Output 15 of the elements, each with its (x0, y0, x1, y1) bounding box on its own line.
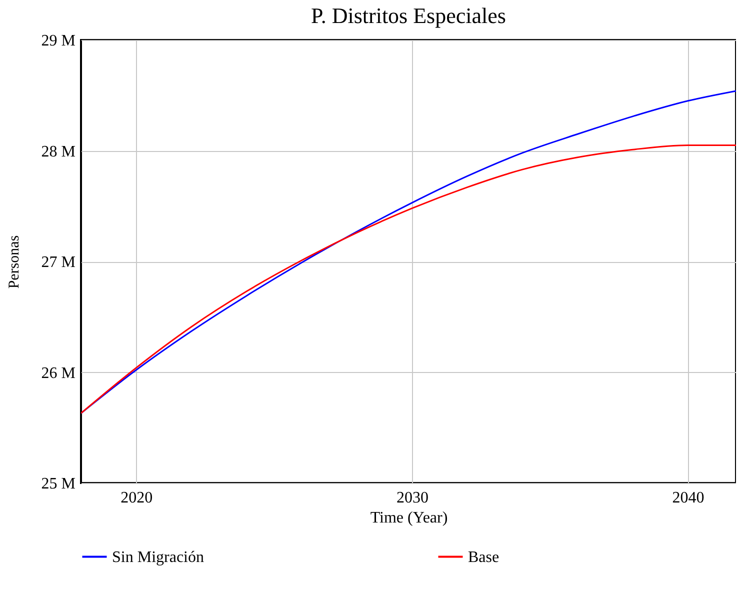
y-tick-label: 27 M (41, 254, 76, 271)
y-tick-label: 29 M (41, 32, 76, 50)
legend-label: Sin Migración (112, 548, 204, 566)
x-tick-label: 2020 (120, 490, 153, 506)
y-tick-label: 25 M (41, 476, 76, 492)
y-tick-label: 28 M (41, 143, 76, 160)
x-axis-title: Time (Year) (370, 510, 448, 526)
line-series (81, 144, 736, 414)
y-axis-title: Personas (6, 235, 22, 289)
x-tick-label: 2040 (672, 490, 704, 506)
y-tick-label: 26 M (41, 364, 76, 382)
legend-label: Base (468, 548, 500, 566)
chart-title: P. Distritos Especiales (311, 3, 506, 28)
line-series (81, 90, 736, 414)
x-tick-label: 2030 (396, 490, 428, 506)
